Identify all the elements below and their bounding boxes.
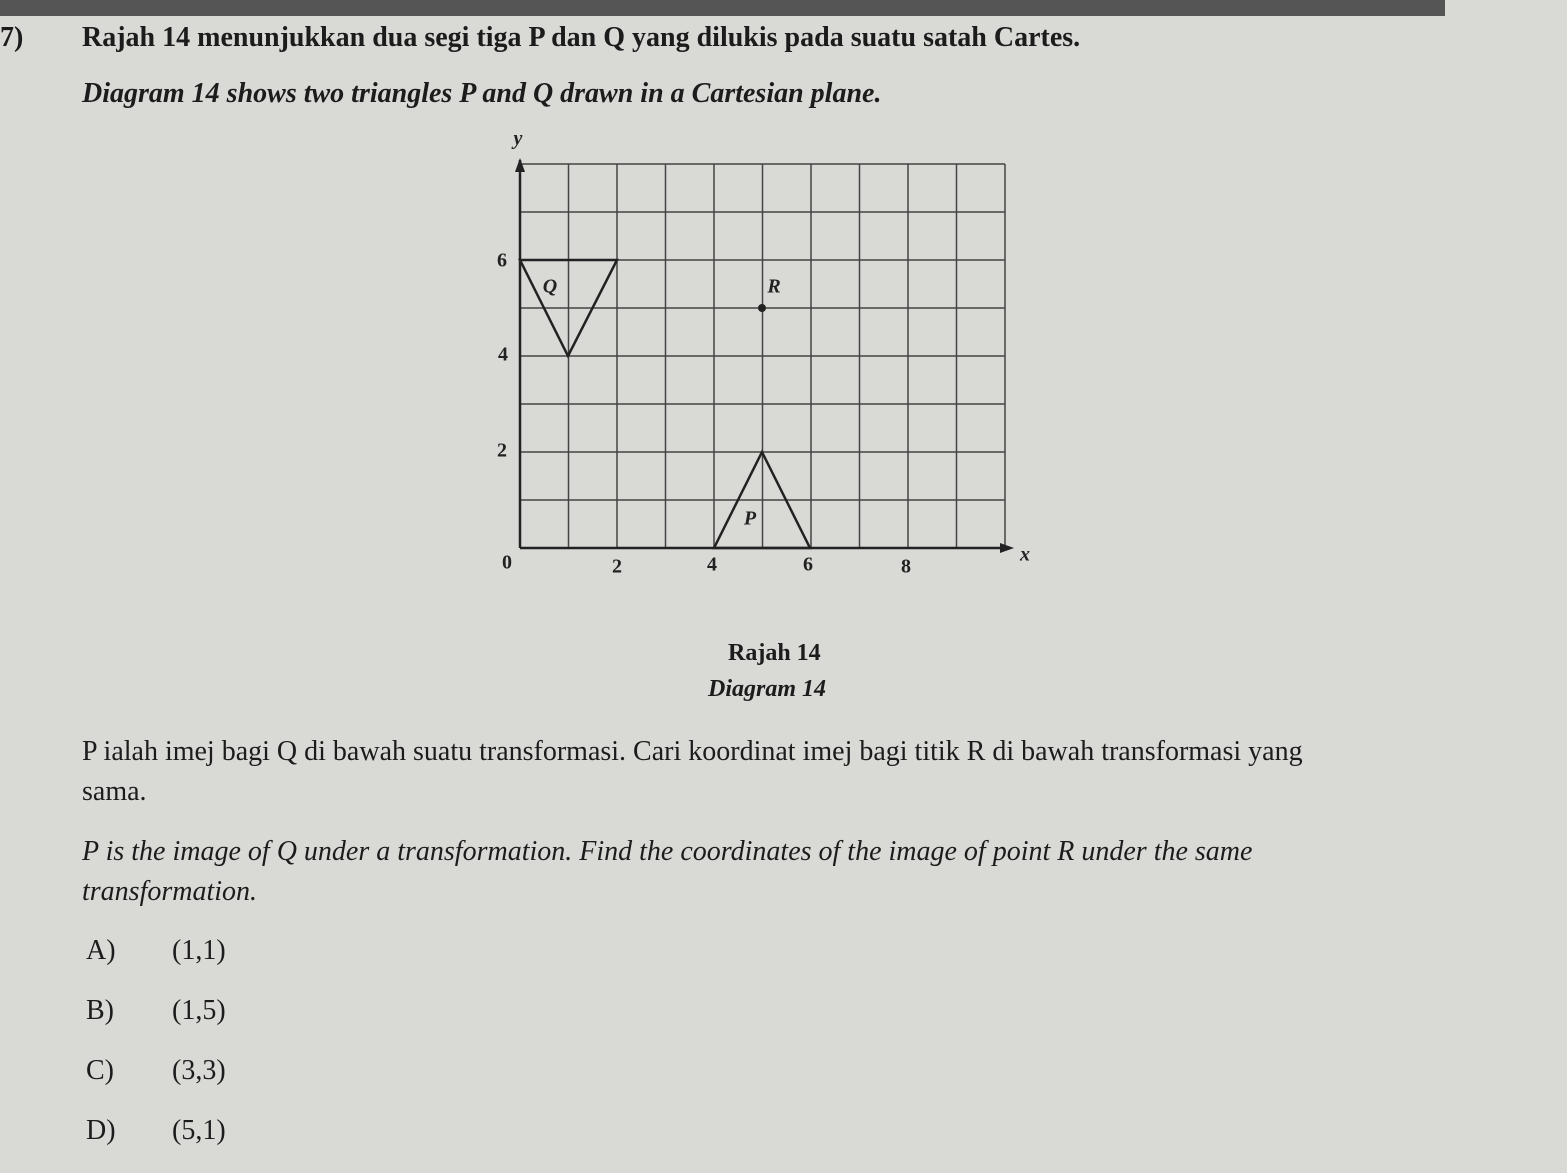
option-text: (1,5) <box>172 995 226 1026</box>
option-letter: C) <box>86 1055 114 1086</box>
caption-ms: Rajah 14 <box>728 640 821 666</box>
option-text: (1,1) <box>172 935 226 966</box>
y-tick-label: 4 <box>498 344 508 366</box>
x-tick-label: 8 <box>901 556 911 578</box>
point-r <box>758 304 766 312</box>
option-letter: A) <box>86 935 116 966</box>
top-bar <box>0 0 1445 16</box>
option-text: (5,1) <box>172 1115 226 1146</box>
diagram: y x 0 2 4 6 8 2 4 6 Q R P <box>497 128 1030 578</box>
question-text-en: Diagram 14 shows two triangles P and Q d… <box>82 78 882 109</box>
x-tick-label: 2 <box>612 556 622 578</box>
prompt-ms: P ialah imej bagi Q di bawah suatu trans… <box>82 736 1303 807</box>
x-axis-label: x <box>1019 544 1030 566</box>
grid <box>520 163 1006 548</box>
triangle-p <box>711 449 813 550</box>
y-tick-label: 2 <box>497 440 507 462</box>
x-arrow <box>1000 543 1014 553</box>
label-q: Q <box>543 276 557 298</box>
question-text-ms: Rajah 14 menunjukkan dua segi tiga P dan… <box>82 22 1081 53</box>
option-letter: D) <box>86 1115 116 1146</box>
question-number: 7) <box>0 22 24 53</box>
x-tick-label: 0 <box>502 552 512 574</box>
option-letter: B) <box>86 995 114 1026</box>
y-tick-label: 6 <box>497 250 507 272</box>
triangle-q <box>517 258 620 359</box>
option-text: (3,3) <box>172 1055 226 1086</box>
y-arrow <box>515 158 525 172</box>
x-tick-label: 6 <box>803 554 813 576</box>
label-p: P <box>743 508 757 530</box>
x-tick-label: 4 <box>707 554 717 576</box>
label-r: R <box>766 276 780 298</box>
y-axis-label: y <box>512 128 523 150</box>
prompt-en: P is the image of Q under a transformati… <box>82 836 1253 907</box>
caption-en: Diagram 14 <box>708 676 827 702</box>
